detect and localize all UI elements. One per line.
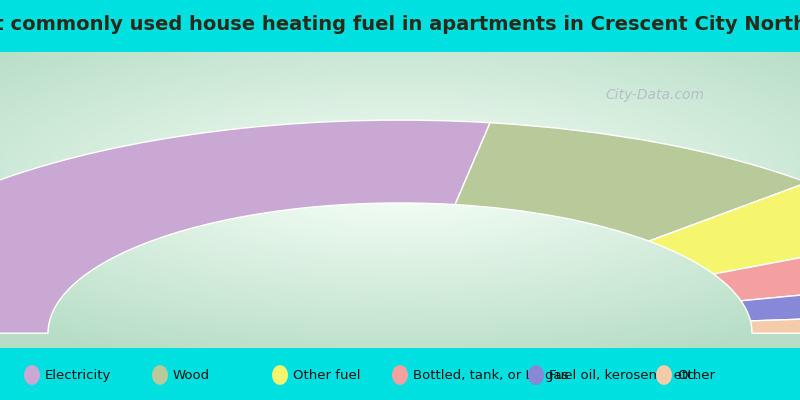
Ellipse shape (272, 365, 288, 385)
Text: Other: Other (677, 368, 715, 382)
Text: Electricity: Electricity (45, 368, 111, 382)
Text: Other fuel: Other fuel (293, 368, 360, 382)
Wedge shape (714, 236, 800, 301)
Wedge shape (455, 123, 800, 241)
Wedge shape (750, 313, 800, 333)
Ellipse shape (392, 365, 408, 385)
Text: Bottled, tank, or LP gas: Bottled, tank, or LP gas (413, 368, 568, 382)
Ellipse shape (656, 365, 672, 385)
Ellipse shape (152, 365, 168, 385)
Ellipse shape (528, 365, 544, 385)
Wedge shape (649, 182, 800, 274)
Text: Fuel oil, kerosene, etc.: Fuel oil, kerosene, etc. (549, 368, 698, 382)
Text: Wood: Wood (173, 368, 210, 382)
Ellipse shape (24, 365, 40, 385)
Wedge shape (0, 120, 490, 333)
Text: Most commonly used house heating fuel in apartments in Crescent City North, CA: Most commonly used house heating fuel in… (0, 16, 800, 34)
Wedge shape (741, 280, 800, 321)
Text: City-Data.com: City-Data.com (605, 88, 704, 102)
